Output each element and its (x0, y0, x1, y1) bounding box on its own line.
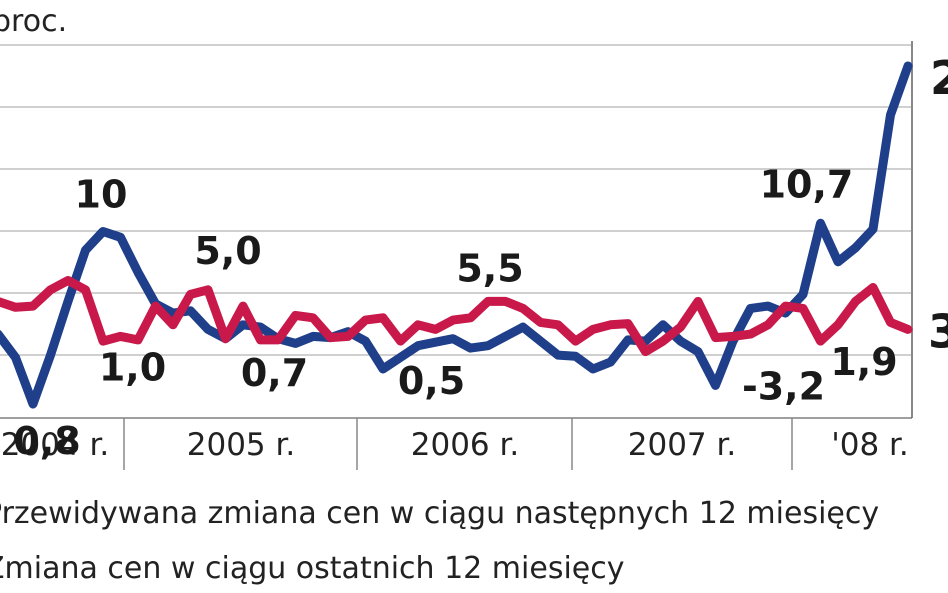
data-label: 1,9 (830, 340, 897, 384)
data-label: 5,5 (456, 246, 523, 290)
series-lines (0, 61, 913, 409)
line-chart: 2004 r. 2005 r. 2006 r. 2007 r. '08 r. 10 0,8… (0, 41, 948, 470)
x-tick-label: '08 r. (831, 427, 909, 463)
x-tick-label: 2004 r. (1, 427, 110, 463)
x-tick-label: 2005 r. (187, 427, 296, 463)
data-label: 5,0 (194, 229, 261, 273)
unit-label: proc. (0, 4, 68, 39)
gridlines (0, 41, 913, 418)
data-label: 10 (75, 173, 128, 217)
data-label: 3 (928, 304, 948, 358)
data-label: 0,8 (13, 419, 80, 463)
data-label: -3,2 (742, 364, 825, 408)
data-label: 0,5 (398, 359, 465, 403)
data-label: 10,7 (760, 162, 854, 206)
data-label: 2 (930, 51, 948, 105)
x-axis: 2004 r. 2005 r. 2006 r. 2007 r. '08 r. (0, 417, 912, 470)
data-label: 1,0 (99, 345, 166, 389)
data-label: 0,7 (241, 351, 308, 395)
x-tick-label: 2006 r. (411, 427, 520, 463)
legend-item-forecast: Przewidywana zmiana cen w ciągu następny… (0, 496, 880, 531)
annotations: 10 0,8 1,0 5,0 0,7 5,5 0,5 -3,2 10,7 1,9 2 3 (13, 51, 948, 463)
x-tick-label: 2007 r. (628, 427, 737, 463)
series-line-forecast (0, 61, 913, 409)
series-line-actual (0, 276, 913, 357)
legend-item-actual: Zmiana cen w ciągu ostatnich 12 miesięcy (0, 551, 625, 586)
